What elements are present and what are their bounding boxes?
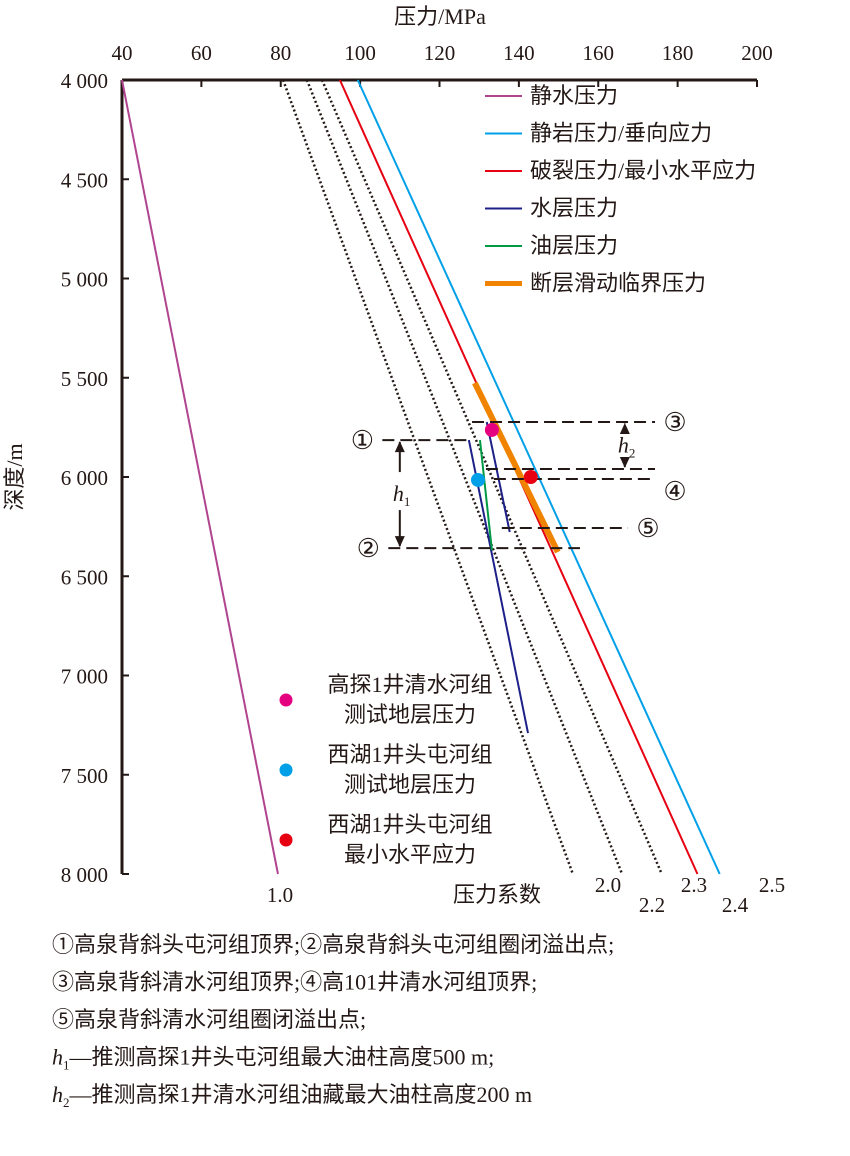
series-line <box>356 79 721 875</box>
marker-label: ③ <box>663 408 686 437</box>
coef-label: 2.0 <box>595 873 621 897</box>
coef-label: 1.0 <box>267 883 293 907</box>
point-legend-label: 高探1井清水河组 <box>327 672 492 697</box>
series-line <box>281 79 575 875</box>
note-line: h2—推测高探1井清水河组油藏最大油柱高度200 m <box>52 1082 532 1110</box>
point-legend-label: 测试地层压力 <box>344 702 476 727</box>
arrow-head-icon <box>619 457 630 469</box>
note-text: ③高泉背斜清水河组顶界;④高101井清水河组顶界; <box>52 970 537 995</box>
arrow-head-icon <box>394 441 405 453</box>
interval-symbol: h <box>393 481 404 506</box>
x-tick-label: 100 <box>344 41 376 65</box>
note-subscript: 1 <box>63 1058 70 1073</box>
note-symbol: h <box>52 1082 63 1107</box>
point-legend: 高探1井清水河组测试地层压力西湖1井头屯河组测试地层压力西湖1井头屯河组最小水平… <box>279 672 493 867</box>
data-point <box>523 470 538 484</box>
y-tick-label: 5 000 <box>61 268 108 292</box>
x-tick-label: 120 <box>424 41 456 65</box>
y-tick-label: 6 500 <box>61 565 108 589</box>
note-symbol: h <box>52 1045 63 1070</box>
note-text: —推测高探1井清水河组油藏最大油柱高度200 m <box>69 1082 533 1107</box>
marker-label: ④ <box>663 477 686 506</box>
x-tick-label: 180 <box>662 41 694 65</box>
coef-label: 2.2 <box>639 893 665 917</box>
point-legend-marker <box>279 763 293 777</box>
y-tick-label: 6 000 <box>61 466 108 490</box>
interval-symbol: h <box>618 433 629 458</box>
x-tick-label: 60 <box>191 41 212 65</box>
arrow-head-icon <box>394 536 405 548</box>
coef-label: 2.3 <box>681 873 707 897</box>
interval-label: h2 <box>618 433 636 461</box>
x-tick-label: 40 <box>112 41 133 65</box>
x-tick-label: 80 <box>270 41 291 65</box>
note-text: —推测高探1井头屯河组最大油柱高度500 m; <box>69 1045 495 1070</box>
axes: 40 60 80 100 120 140 160 180 200 4 000 4 500 5 000 5… <box>61 41 773 887</box>
point-legend-label: 西湖1井头屯河组 <box>327 812 492 837</box>
x-tick-label: 140 <box>503 41 535 65</box>
x-axis-title: 压力/MPa <box>394 4 486 29</box>
legend-label: 水层压力 <box>530 196 618 221</box>
y-tick-label: 4 000 <box>61 69 108 93</box>
series-line <box>467 439 529 734</box>
note-text: ①高泉背斜头屯河组顶界;②高泉背斜头屯河组圈闭溢出点; <box>52 932 614 957</box>
coef-label: 2.5 <box>759 873 785 897</box>
x-tick-label: 160 <box>583 41 615 65</box>
y-tick-label: 8 000 <box>61 863 108 887</box>
coef-label: 2.4 <box>722 893 749 917</box>
series-line <box>121 79 279 875</box>
legend-label: 破裂压力/最小水平应力 <box>530 158 756 183</box>
marker-label: ① <box>351 426 374 455</box>
note-line: ①高泉背斜头屯河组顶界;②高泉背斜头屯河组圈闭溢出点; <box>52 932 614 957</box>
series-line <box>305 79 624 875</box>
point-legend-marker <box>279 693 293 707</box>
y-axis-title: 深度/m <box>2 443 27 510</box>
arrow-head-icon <box>619 423 630 435</box>
legend-label: 断层滑动临界压力 <box>530 271 706 296</box>
marker-label: ② <box>357 534 380 563</box>
interval-subscript: 1 <box>404 494 411 509</box>
point-legend-label: 西湖1井头屯河组 <box>327 742 492 767</box>
interval-label: h1 <box>393 481 411 509</box>
point-legend-marker <box>279 833 293 847</box>
coef-axis-label: 压力系数 <box>453 882 541 907</box>
legend-label: 静水压力 <box>530 83 618 108</box>
y-tick-label: 7 000 <box>61 665 108 689</box>
legend-label: 油层压力 <box>530 233 618 258</box>
legend-label: 静岩压力/垂向应力 <box>530 121 712 146</box>
note-line: ③高泉背斜清水河组顶界;④高101井清水河组顶界; <box>52 970 537 995</box>
note-line: h1—推测高探1井头屯河组最大油柱高度500 m; <box>52 1045 494 1073</box>
series-line <box>472 381 561 554</box>
data-point <box>470 472 485 487</box>
figure-notes: ①高泉背斜头屯河组顶界;②高泉背斜头屯河组圈闭溢出点; ③高泉背斜清水河组顶界;④… <box>52 932 614 1110</box>
y-tick-label: 7 500 <box>61 764 108 788</box>
interval-subscript: 2 <box>629 446 636 461</box>
series-line <box>485 421 511 533</box>
note-line: ⑤高泉背斜清水河组圈闭溢出点; <box>52 1007 366 1032</box>
y-tick-label: 4 500 <box>61 168 108 192</box>
note-text: ⑤高泉背斜清水河组圈闭溢出点; <box>52 1007 366 1032</box>
series-line <box>478 439 493 551</box>
data-point <box>484 422 499 437</box>
y-tick-label: 5 500 <box>61 367 108 391</box>
point-legend-label: 最小水平应力 <box>344 842 476 867</box>
x-tick-label: 200 <box>741 41 773 65</box>
point-legend-label: 测试地层压力 <box>344 772 476 797</box>
series-layer: 1.0 2.0 2.2 2.3 2.4 2.5 <box>121 79 785 917</box>
note-subscript: 2 <box>63 1095 70 1110</box>
marker-label: ⑤ <box>636 514 659 543</box>
